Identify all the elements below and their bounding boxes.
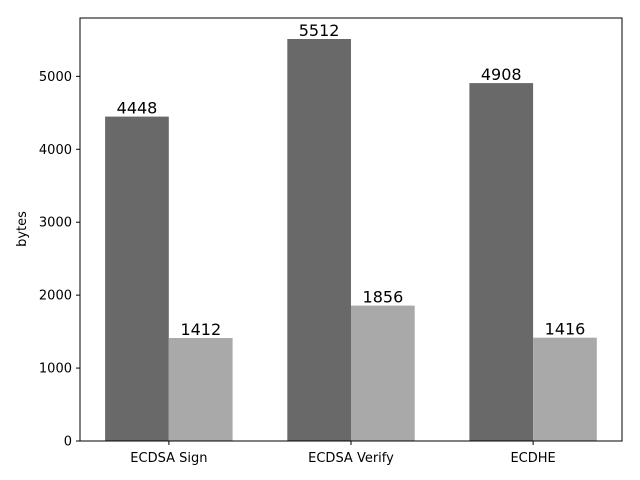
y-axis-title: bytes [15, 211, 30, 247]
y-tick-label: 5000 [39, 70, 72, 85]
x-tick-label: ECDSA Verify [308, 451, 394, 466]
bar-ecdsa-sign-s1 [168, 338, 233, 441]
data-label: 1416 [545, 320, 586, 339]
data-label: 4908 [481, 65, 522, 84]
y-tick-label: 1000 [39, 362, 72, 377]
bar-ecdsa-verify-s0 [287, 39, 351, 441]
x-axis: ECDSA Sign ECDSA Verify ECDHE [130, 441, 556, 466]
y-tick-label: 3000 [39, 216, 72, 231]
y-axis: 0 1000 2000 3000 4000 5000 [39, 70, 80, 450]
data-label: 4448 [117, 99, 158, 118]
data-labels: 4448 5512 4908 1412 1856 1416 [117, 21, 586, 339]
y-tick-label: 2000 [39, 289, 72, 304]
bars-layer [105, 39, 597, 441]
x-tick-label: ECDSA Sign [130, 451, 207, 466]
bar-ecdhe-s1 [533, 337, 597, 441]
bar-ecdsa-sign-s0 [105, 116, 169, 441]
bar-ecdsa-verify-s1 [351, 305, 415, 441]
x-tick-label: ECDHE [510, 451, 555, 466]
bar-ecdhe-s0 [469, 83, 534, 441]
y-tick-label: 4000 [39, 143, 72, 158]
data-label: 1412 [180, 320, 221, 339]
data-label: 5512 [299, 21, 340, 40]
data-label: 1856 [363, 288, 404, 307]
y-tick-label: 0 [64, 435, 72, 450]
